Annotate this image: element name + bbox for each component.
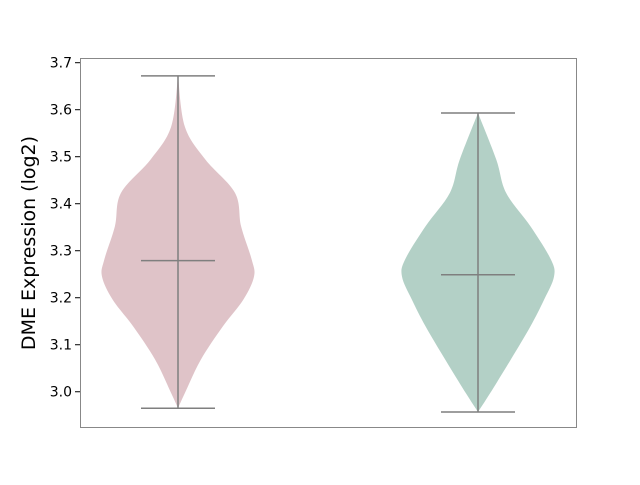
y-tick-label: 3.7 (50, 56, 72, 72)
y-tick-label: 3.1 (50, 338, 72, 354)
y-tick-label: 3.4 (50, 197, 72, 213)
y-tick-label: 3.6 (50, 103, 72, 119)
y-tick-label: 3.0 (50, 385, 72, 401)
violins (101, 75, 555, 413)
y-tick-label: 3.2 (50, 291, 72, 307)
y-tick-label: 3.3 (50, 244, 72, 260)
y-axis: 3.0 3.1 3.2 3.3 3.4 3.5 3.6 3.7 (50, 56, 80, 401)
y-axis-label: DME Expression (log2) (18, 136, 40, 350)
plot-frame (80, 58, 577, 428)
y-tick-label: 3.5 (50, 150, 72, 166)
